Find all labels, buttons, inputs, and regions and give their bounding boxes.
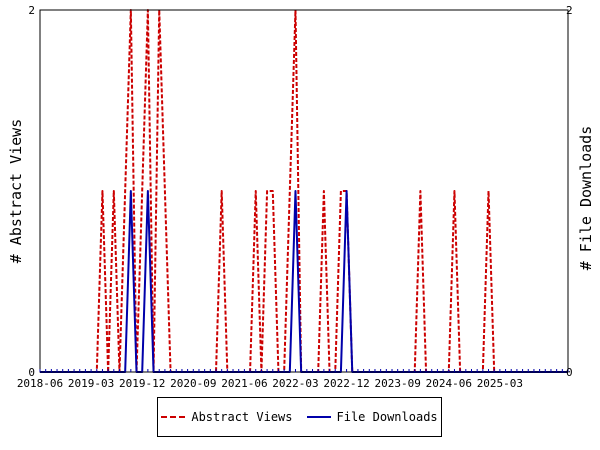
x-axis-ticks	[39, 369, 569, 372]
plot-area-frame	[39, 9, 569, 373]
legend-item-file-downloads: File Downloads	[306, 410, 438, 424]
y-tick-right-max: 2	[566, 4, 573, 17]
y-tick-right-min: 0	[566, 366, 573, 379]
series-line-abstract-views	[40, 9, 568, 373]
x-tick-label: 2020-09	[170, 377, 216, 390]
legend-swatch-dashed	[161, 416, 186, 418]
chart-legend: Abstract Views File Downloads	[157, 397, 442, 437]
y-tick-left-max: 2	[28, 4, 35, 17]
y-tick-left-min: 0	[28, 366, 35, 379]
legend-swatch-solid	[306, 416, 331, 418]
x-tick-label: 2019-12	[119, 377, 165, 390]
x-tick-label: 2022-12	[323, 377, 369, 390]
x-tick-label: 2018-06	[17, 377, 63, 390]
x-tick-label: 2021-06	[221, 377, 267, 390]
legend-item-abstract-views: Abstract Views	[161, 410, 293, 424]
x-tick-label: 2025-03	[477, 377, 523, 390]
x-tick-label: 2024-06	[426, 377, 472, 390]
chart-marks	[40, 9, 568, 373]
x-tick-label: 2023-09	[374, 377, 420, 390]
x-tick-label: 2019-03	[68, 377, 114, 390]
y-axis-left-title: # Abstract Views	[7, 119, 25, 264]
legend-label-file-downloads: File Downloads	[336, 410, 438, 424]
x-axis-tick-labels: 2018-06 2019-03 2019-12 2020-09 2021-06 2022-…	[17, 377, 523, 390]
y-axis-right-title: # File Downloads	[577, 126, 595, 271]
legend-label-abstract-views: Abstract Views	[191, 410, 293, 424]
x-tick-label: 2022-03	[272, 377, 318, 390]
